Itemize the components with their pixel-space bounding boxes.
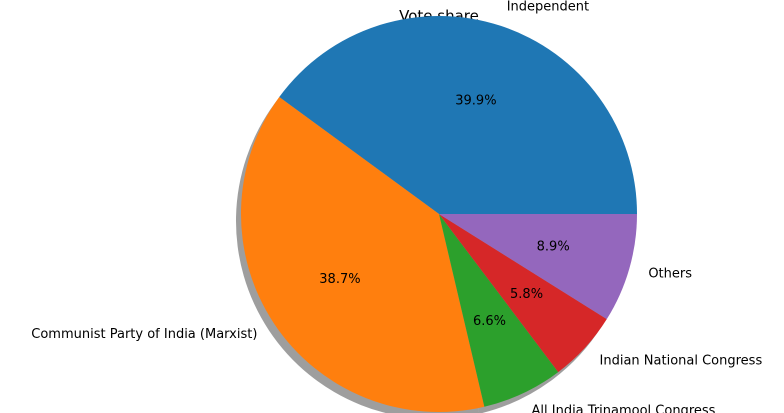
pie-slices — [240, 15, 637, 412]
pie-slice-indian-national-congress — [439, 214, 607, 373]
slice-percent-others: 8.9% — [537, 239, 570, 254]
pie-slice-all-india-trinamool-congress — [439, 214, 559, 407]
slice-percent-all-india-trinamool-congress: 6.6% — [473, 314, 506, 329]
slice-label-all-india-trinamool-congress: All India Trinamool Congress — [532, 404, 716, 413]
slice-percent-indian-national-congress: 5.8% — [510, 287, 543, 302]
slice-label-communist-party-of-india-marxist: Communist Party of India (Marxist) — [31, 327, 257, 342]
pie-labels: Independent Communist Party of India (Mar… — [31, 0, 762, 413]
pie-slice-independent — [279, 15, 637, 215]
slice-label-indian-national-congress: Indian National Congress — [600, 354, 763, 369]
pie-percent-labels: 39.9% 38.7% 6.6% 5.8% 8.9% — [319, 94, 569, 329]
pie-slice-others — [439, 214, 637, 320]
slice-label-independent: Independent — [507, 0, 589, 14]
pie-slice-communist-party-of-india-marxist — [240, 97, 485, 412]
slice-percent-independent: 39.9% — [455, 94, 496, 109]
slice-label-others: Others — [648, 267, 692, 282]
slice-percent-communist-party-of-india-marxist: 38.7% — [319, 272, 360, 287]
